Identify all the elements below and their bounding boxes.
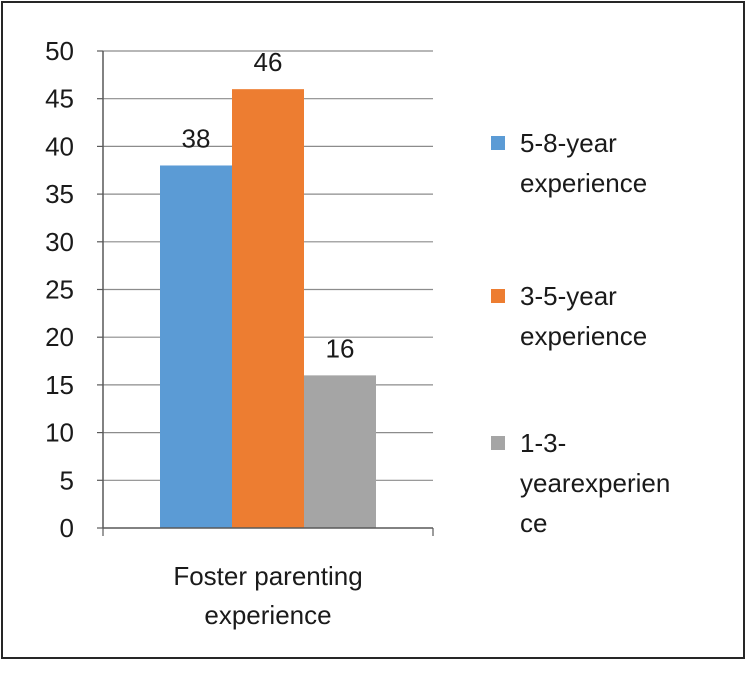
y-tick-label: 45 bbox=[45, 84, 74, 114]
y-tick-label: 5 bbox=[60, 465, 74, 495]
legend-swatch bbox=[491, 289, 505, 303]
legend: 5-8-year experience 3-5-year experience 1-3-… bbox=[491, 128, 670, 538]
legend-label: yearexperien bbox=[520, 468, 670, 498]
legend-label: 1-3- bbox=[520, 428, 566, 458]
data-label: 38 bbox=[182, 123, 211, 153]
bars bbox=[160, 89, 376, 529]
legend-label: experience bbox=[520, 321, 647, 351]
axes bbox=[97, 50, 434, 536]
data-label: 46 bbox=[254, 47, 283, 77]
x-category-label-line: Foster parenting bbox=[173, 561, 362, 591]
legend-label: 5-8-year bbox=[520, 128, 617, 158]
legend-label: experience bbox=[520, 168, 647, 198]
y-tick-label: 20 bbox=[45, 322, 74, 352]
y-tick-label: 50 bbox=[45, 36, 74, 66]
y-tick-label: 10 bbox=[45, 418, 74, 448]
chart-border bbox=[1, 1, 745, 659]
legend-label: ce bbox=[520, 508, 547, 538]
y-tick-label: 15 bbox=[45, 370, 74, 400]
y-tick-label: 30 bbox=[45, 227, 74, 257]
bar bbox=[304, 375, 376, 528]
legend-swatch bbox=[491, 136, 505, 150]
legend-label: 3-5-year bbox=[520, 281, 617, 311]
bar bbox=[160, 165, 232, 529]
y-tick-label: 40 bbox=[45, 131, 74, 161]
x-category-label-line: experience bbox=[204, 600, 331, 630]
legend-swatch bbox=[491, 436, 505, 450]
bar bbox=[232, 89, 304, 528]
y-tick-label: 25 bbox=[45, 275, 74, 305]
y-tick-label: 0 bbox=[60, 513, 74, 543]
y-tick-label: 35 bbox=[45, 179, 74, 209]
labels: 0 5 10 15 20 25 30 35 40 45 50 38 46 16 Foster parenti… bbox=[45, 36, 363, 630]
data-label: 16 bbox=[326, 333, 355, 363]
